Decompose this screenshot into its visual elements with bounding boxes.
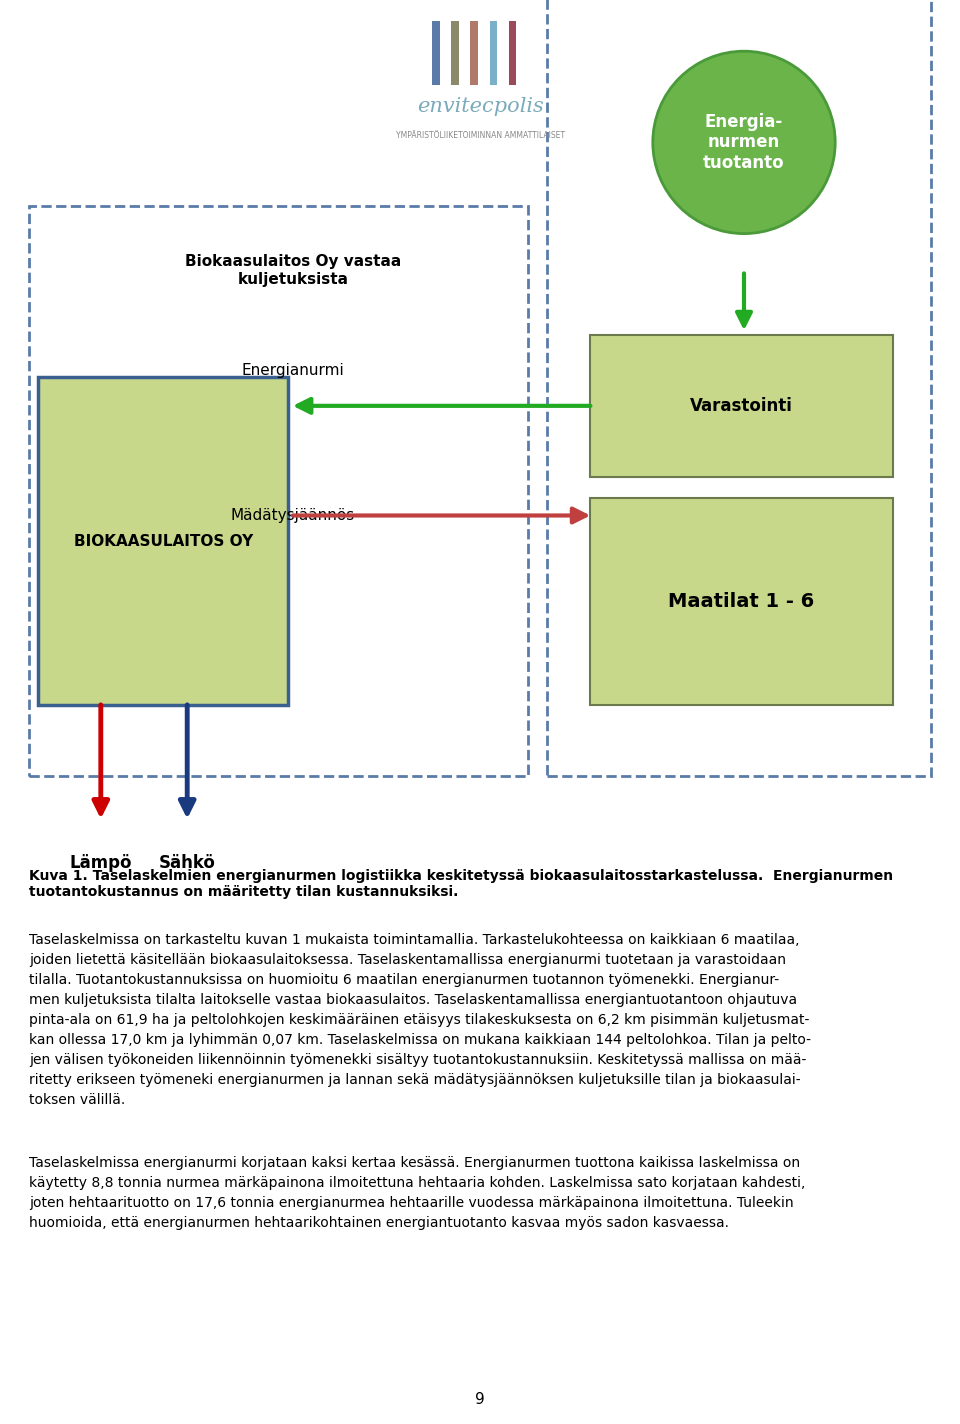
- Text: Mädätysjäännös: Mädätysjäännös: [230, 508, 355, 523]
- FancyBboxPatch shape: [38, 377, 288, 705]
- Text: 9: 9: [475, 1391, 485, 1407]
- Text: Kuva 1. Taselaskelmien energianurmen logistiikka keskitetyssä biokaasulaitosstar: Kuva 1. Taselaskelmien energianurmen log…: [29, 869, 893, 899]
- Text: Sähkö: Sähkö: [158, 854, 216, 873]
- FancyBboxPatch shape: [470, 21, 478, 85]
- FancyBboxPatch shape: [590, 335, 893, 477]
- Text: envitecpolis: envitecpolis: [417, 97, 543, 115]
- Text: Taselaskelmissa energianurmi korjataan kaksi kertaa kesässä. Energianurmen tuott: Taselaskelmissa energianurmi korjataan k…: [29, 1156, 805, 1230]
- FancyBboxPatch shape: [509, 21, 516, 85]
- Text: Varastointi: Varastointi: [690, 397, 793, 414]
- FancyBboxPatch shape: [590, 498, 893, 705]
- Text: Taselaskelmissa on tarkasteltu kuvan 1 mukaista toimintamallia. Tarkastelukohtee: Taselaskelmissa on tarkasteltu kuvan 1 m…: [29, 933, 811, 1106]
- Text: Energia-
nurmen
tuotanto: Energia- nurmen tuotanto: [703, 112, 785, 172]
- FancyBboxPatch shape: [451, 21, 459, 85]
- FancyBboxPatch shape: [432, 21, 440, 85]
- Text: YMPÄRISTÖLIIKETOIMINNAN AMMATTILAISET: YMPÄRISTÖLIIKETOIMINNAN AMMATTILAISET: [396, 131, 564, 140]
- Text: BIOKAASULAITOS OY: BIOKAASULAITOS OY: [74, 534, 252, 548]
- Text: Biokaasulaitos Oy vastaa
kuljetuksista: Biokaasulaitos Oy vastaa kuljetuksista: [184, 255, 401, 286]
- Text: Maatilat 1 - 6: Maatilat 1 - 6: [668, 592, 815, 611]
- FancyBboxPatch shape: [490, 21, 497, 85]
- Text: Lämpö: Lämpö: [69, 854, 132, 873]
- Ellipse shape: [653, 51, 835, 234]
- Text: Energianurmi: Energianurmi: [241, 363, 345, 377]
